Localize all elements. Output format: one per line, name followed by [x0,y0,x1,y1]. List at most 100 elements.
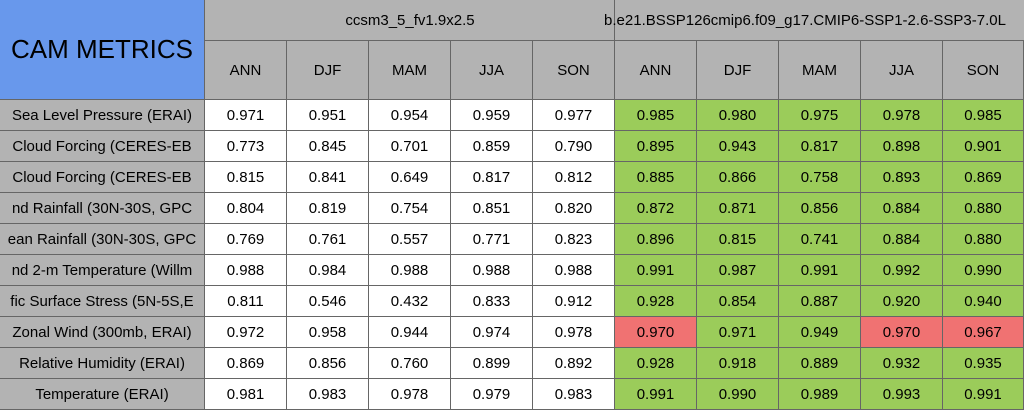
value-cell: 0.988 [451,255,533,286]
row-label: Relative Humidity (ERAI) [0,348,205,379]
value-cell: 0.918 [697,348,779,379]
value-cell: 0.869 [205,348,287,379]
value-cell: 0.854 [697,286,779,317]
value-cell: 0.988 [205,255,287,286]
value-cell: 0.701 [369,131,451,162]
row-label: nd Rainfall (30N-30S, GPC [0,193,205,224]
value-cell: 0.761 [287,224,369,255]
value-cell: 0.866 [697,162,779,193]
value-cell: 0.896 [615,224,697,255]
value-cell: 0.901 [943,131,1024,162]
row-label: fic Surface Stress (5N-5S,E [0,286,205,317]
value-cell: 0.815 [205,162,287,193]
group-divider [614,0,615,41]
value-cell: 0.935 [943,348,1024,379]
value-cell: 0.884 [861,193,943,224]
value-cell: 0.978 [369,379,451,410]
season-header: DJF [287,41,369,100]
value-cell: 0.959 [451,100,533,131]
value-cell: 0.979 [451,379,533,410]
value-cell: 0.912 [533,286,615,317]
value-cell: 0.928 [615,348,697,379]
row-label: Temperature (ERAI) [0,379,205,410]
group-title: ccsm3_5_fv1.9x2.5 [345,12,475,29]
row-label: Cloud Forcing (CERES-EB [0,162,205,193]
value-cell: 0.895 [615,131,697,162]
value-cell: 0.977 [533,100,615,131]
value-cell: 0.949 [779,317,861,348]
value-cell: 0.991 [779,255,861,286]
value-cell: 0.817 [451,162,533,193]
value-cell: 0.920 [861,286,943,317]
value-cell: 0.980 [697,100,779,131]
value-cell: 0.893 [861,162,943,193]
value-cell: 0.884 [861,224,943,255]
value-cell: 0.872 [615,193,697,224]
value-cell: 0.944 [369,317,451,348]
value-cell: 0.851 [451,193,533,224]
value-cell: 0.981 [205,379,287,410]
season-header: MAM [779,41,861,100]
value-cell: 0.932 [861,348,943,379]
season-header: SON [943,41,1024,100]
value-cell: 0.557 [369,224,451,255]
value-cell: 0.984 [287,255,369,286]
value-cell: 0.856 [779,193,861,224]
value-cell: 0.889 [779,348,861,379]
value-cell: 0.898 [861,131,943,162]
value-cell: 0.887 [779,286,861,317]
value-cell: 0.804 [205,193,287,224]
value-cell: 0.812 [533,162,615,193]
season-header: DJF [697,41,779,100]
value-cell: 0.993 [861,379,943,410]
group-title: b.e21.BSSP126cmip6.f09_g17.CMIP6-SSP1-2.… [604,12,1006,29]
value-cell: 0.815 [697,224,779,255]
value-cell: 0.970 [861,317,943,348]
value-cell: 0.823 [533,224,615,255]
value-cell: 0.859 [451,131,533,162]
season-header: JJA [451,41,533,100]
value-cell: 0.819 [287,193,369,224]
value-cell: 0.983 [287,379,369,410]
value-cell: 0.817 [779,131,861,162]
value-cell: 0.892 [533,348,615,379]
value-cell: 0.967 [943,317,1024,348]
value-cell: 0.991 [615,379,697,410]
value-cell: 0.769 [205,224,287,255]
value-cell: 0.758 [779,162,861,193]
value-cell: 0.971 [697,317,779,348]
value-cell: 0.951 [287,100,369,131]
value-cell: 0.880 [943,193,1024,224]
value-cell: 0.773 [205,131,287,162]
value-cell: 0.845 [287,131,369,162]
value-cell: 0.943 [697,131,779,162]
value-cell: 0.880 [943,224,1024,255]
season-header: SON [533,41,615,100]
season-header: JJA [861,41,943,100]
value-cell: 0.971 [205,100,287,131]
value-cell: 0.988 [369,255,451,286]
season-header: ANN [615,41,697,100]
season-header: ANN [205,41,287,100]
value-cell: 0.833 [451,286,533,317]
value-cell: 0.841 [287,162,369,193]
season-header: MAM [369,41,451,100]
value-cell: 0.899 [451,348,533,379]
value-cell: 0.649 [369,162,451,193]
value-cell: 0.885 [615,162,697,193]
value-cell: 0.978 [533,317,615,348]
value-cell: 0.958 [287,317,369,348]
value-cell: 0.741 [779,224,861,255]
value-cell: 0.975 [779,100,861,131]
value-cell: 0.546 [287,286,369,317]
value-cell: 0.985 [943,100,1024,131]
value-cell: 0.771 [451,224,533,255]
value-cell: 0.974 [451,317,533,348]
row-label: Cloud Forcing (CERES-EB [0,131,205,162]
row-label: ean Rainfall (30N-30S, GPC [0,224,205,255]
value-cell: 0.928 [615,286,697,317]
value-cell: 0.989 [779,379,861,410]
value-cell: 0.954 [369,100,451,131]
value-cell: 0.970 [615,317,697,348]
